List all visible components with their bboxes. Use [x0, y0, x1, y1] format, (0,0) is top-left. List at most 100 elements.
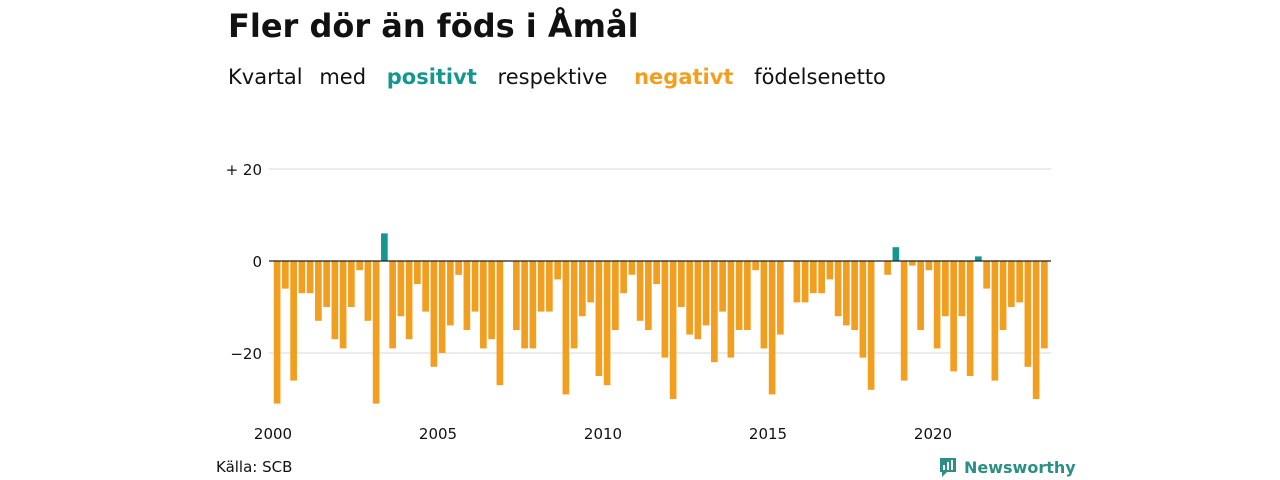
y-tick-label: + 20 [226, 161, 262, 179]
bar-negative [331, 261, 339, 340]
bar-negative [405, 261, 413, 340]
bar-negative [966, 261, 974, 376]
bar-negative [529, 261, 537, 349]
bar-negative [372, 261, 380, 404]
bar-negative [826, 261, 834, 280]
y-tick-label: −20 [230, 345, 262, 363]
bar-negative [1041, 261, 1048, 349]
bar-negative [834, 261, 842, 317]
bar-negative [521, 261, 528, 349]
bar-negative [818, 261, 825, 294]
bar-negative [471, 261, 479, 312]
x-tick-label: 2010 [584, 425, 622, 443]
bar-negative [777, 261, 784, 335]
bar-negative [694, 261, 702, 340]
bar-negative [273, 261, 281, 404]
bar-negative [612, 261, 619, 330]
bar-negative [810, 261, 817, 294]
bar-negative [727, 261, 735, 358]
bar-negative [1008, 261, 1015, 307]
bar-negative [356, 261, 363, 271]
bar-negative [422, 261, 429, 312]
bar-negative [463, 261, 471, 330]
bar-negative [554, 261, 561, 280]
bar-negative [999, 261, 1007, 330]
bar-negative [843, 261, 850, 326]
bar-negative [900, 261, 908, 381]
bar-negative [991, 261, 999, 381]
grid-layer [269, 168, 1051, 354]
chart-title: Fler dör än föds i Åmål [228, 7, 639, 45]
bar-negative [867, 261, 875, 390]
subtitle-word-kvartal: Kvartal [228, 65, 303, 89]
bar-negative [1024, 261, 1032, 367]
bar-negative [653, 261, 660, 284]
bar-negative [768, 261, 776, 395]
bar-negative [579, 261, 586, 317]
bar-negative [678, 261, 685, 307]
bar-negative [760, 261, 768, 349]
bar-negative [587, 261, 594, 303]
bar-negative [917, 261, 924, 330]
bar-negative [348, 261, 355, 307]
bar-negative [1016, 261, 1023, 303]
bar-negative [339, 261, 347, 349]
bar-negative [315, 261, 322, 321]
bar-negative [735, 261, 743, 330]
bar-negative [793, 261, 801, 303]
bar-negative [711, 261, 718, 363]
bar-negative [323, 261, 330, 307]
bar-positive [381, 233, 388, 261]
bar-negative [397, 261, 405, 317]
bar-negative [282, 261, 289, 289]
bar-negative [620, 261, 627, 294]
newsworthy-logo-icon [940, 458, 956, 477]
x-tick-label: 2015 [749, 425, 787, 443]
bar-negative [438, 261, 446, 353]
subtitle-word-med: med [319, 65, 367, 89]
bar-negative [925, 261, 933, 271]
bar-negative [958, 261, 966, 317]
bar-negative [414, 261, 421, 284]
bar-negative [884, 261, 891, 275]
bar-negative [744, 261, 751, 330]
bar-negative [661, 261, 669, 358]
bar-positive [975, 256, 982, 261]
bar-negative [933, 261, 941, 349]
bar-negative [669, 261, 677, 399]
bar-negative [447, 261, 454, 326]
brand-name: Newsworthy [964, 457, 1076, 477]
bar-negative [364, 261, 372, 321]
bar-negative [537, 261, 545, 312]
axis-layer: + 20 0 −20 2000 2005 2010 2015 2020 [226, 161, 1051, 443]
bar-negative [909, 261, 916, 266]
bar-negative [290, 261, 297, 381]
bar-negative [488, 261, 495, 340]
bar-negative [496, 261, 504, 386]
bar-positive [892, 247, 900, 261]
y-tick-label: 0 [252, 253, 262, 271]
subtitle-word-respektive: respektive [497, 65, 608, 89]
bar-negative [306, 261, 314, 294]
bar-negative [801, 261, 809, 303]
x-tick-label: 2000 [254, 425, 292, 443]
bar-negative [513, 261, 520, 330]
x-tick-label: 2020 [914, 425, 952, 443]
bar-negative [298, 261, 306, 294]
bar-negative [562, 261, 570, 395]
subtitle-negative-label: negativt [634, 65, 734, 89]
bar-negative [603, 261, 611, 386]
bar-negative [983, 261, 990, 289]
bar-negative [686, 261, 693, 335]
bar-negative [628, 261, 636, 275]
bar-negative [546, 261, 553, 312]
bar-negative [480, 261, 487, 349]
bar-negative [942, 261, 949, 317]
bar-negative [719, 261, 726, 312]
bar-negative [645, 261, 652, 330]
bar-negative [430, 261, 438, 367]
x-tick-label: 2005 [419, 425, 457, 443]
subtitle-positive-label: positivt [386, 65, 477, 89]
bar-negative [702, 261, 710, 326]
